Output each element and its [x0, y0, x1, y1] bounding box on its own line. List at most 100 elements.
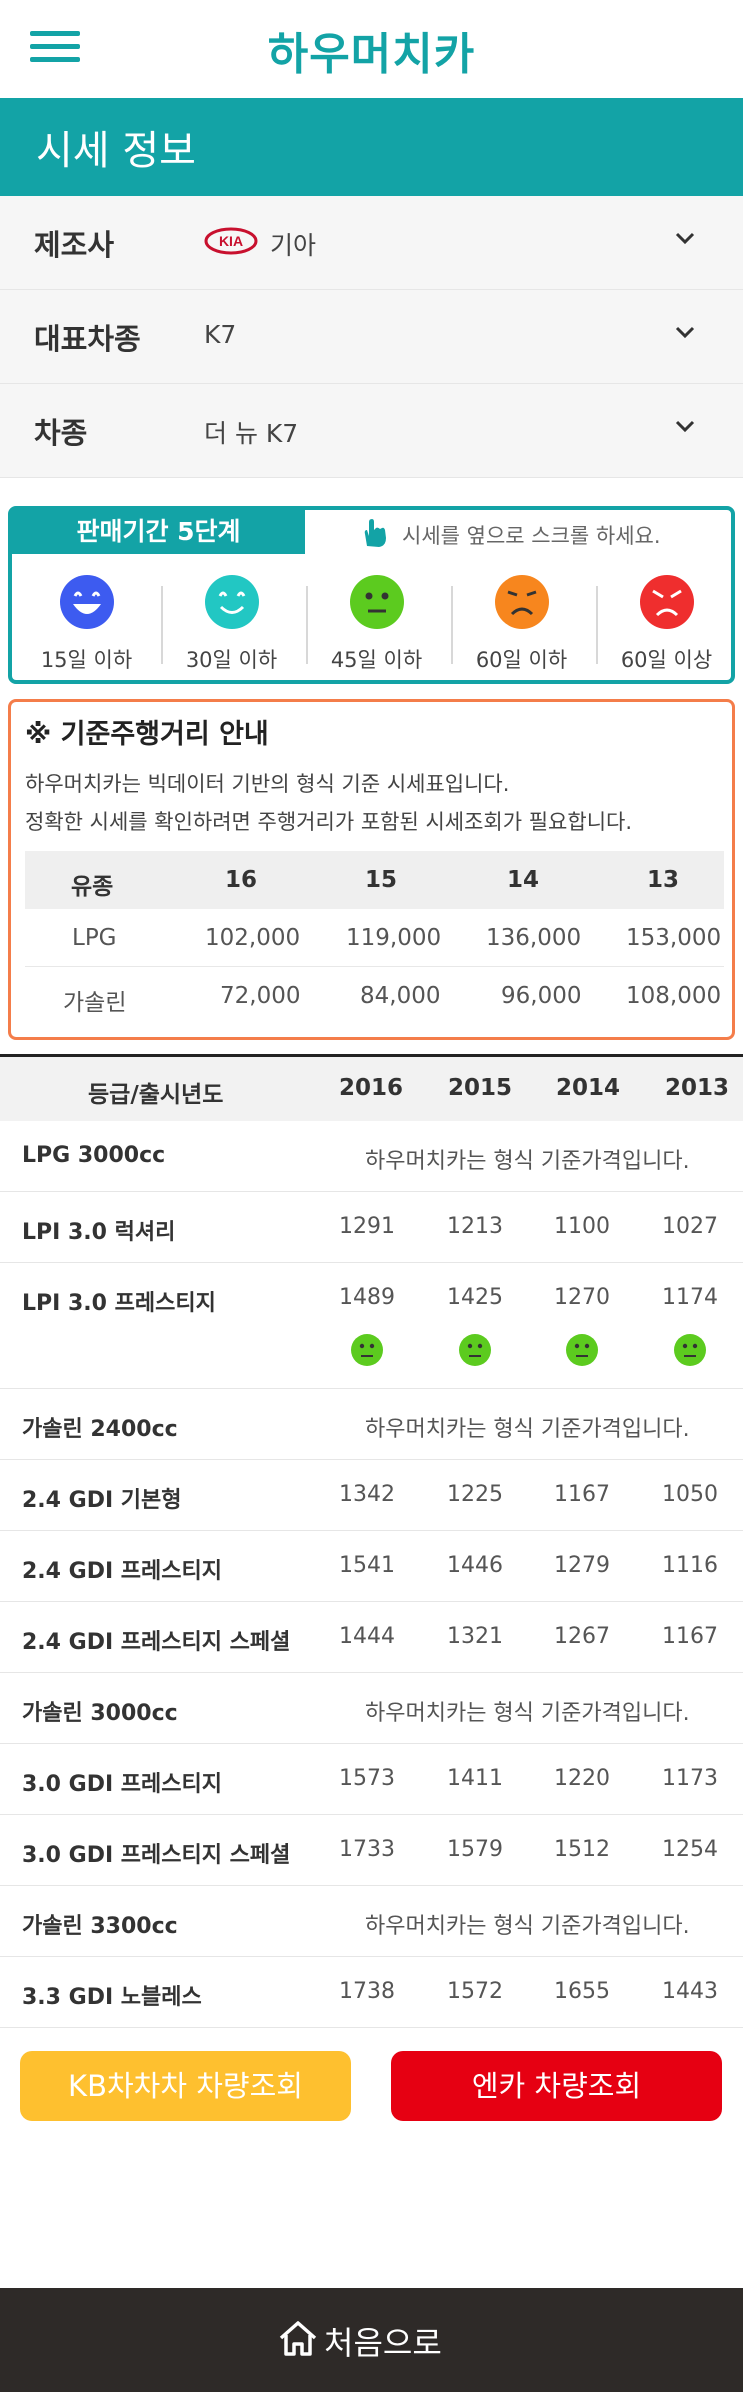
- column-header: 15: [365, 867, 398, 893]
- divider: [0, 1054, 743, 1057]
- divider: [161, 586, 163, 664]
- page-title-bar: 시세 정보: [0, 98, 743, 196]
- table-row[interactable]: 2.4 GDI 기본형 1342 1225 1167 1050: [0, 1460, 743, 1531]
- neutral-face-icon: [566, 1334, 598, 1366]
- chevron-down-icon: [675, 232, 695, 245]
- go-home-bar[interactable]: 처음으로: [0, 2288, 743, 2392]
- column-header: 2015: [448, 1075, 513, 1101]
- price-cell: 1733: [339, 1837, 395, 1862]
- encar-lookup-button[interactable]: 엔카 차량조회: [391, 2051, 722, 2121]
- chevron-down-icon: [675, 420, 695, 433]
- table-row[interactable]: 3.0 GDI 프레스티지 1573 1411 1220 1173: [0, 1744, 743, 1815]
- table-row[interactable]: 2.4 GDI 프레스티지 스페셜 1444 1321 1267 1167: [0, 1602, 743, 1673]
- group-note: 하우머치카는 형식 기준가격입니다.: [365, 1149, 690, 1174]
- mileage-desc-1: 하우머치카는 빅데이터 기반의 형식 기준 시세표입니다.: [25, 772, 510, 796]
- grade-name: 2.4 GDI 기본형: [22, 1488, 182, 1513]
- hamburger-menu-icon[interactable]: [30, 29, 80, 65]
- page-title: 시세 정보: [36, 128, 196, 174]
- price-cell: 1225: [447, 1482, 503, 1507]
- table-row[interactable]: 3.0 GDI 프레스티지 스페셜 1733 1579 1512 1254: [0, 1815, 743, 1886]
- group-note: 하우머치카는 형식 기준가격입니다.: [365, 1701, 690, 1726]
- mileage-title: ※ 기준주행거리 안내: [25, 719, 269, 750]
- period-level-4: 60일 이하: [449, 574, 594, 674]
- divider: [596, 586, 598, 664]
- chevron-down-icon: [675, 326, 695, 339]
- mileage-table-header: 유종 16 15 14 13: [25, 851, 724, 909]
- column-header: 2014: [556, 1075, 621, 1101]
- price-cell: 1167: [662, 1624, 718, 1649]
- price-cell: 1321: [447, 1624, 503, 1649]
- price-cell: 1254: [662, 1837, 718, 1862]
- kb-chachacha-lookup-button[interactable]: KB차차차 차량조회: [20, 2051, 351, 2121]
- period-level-label: 60일 이하: [475, 648, 568, 672]
- group-note: 하우머치카는 형식 기준가격입니다.: [365, 1417, 690, 1442]
- table-row: LPG 102,000 119,000 136,000 153,000: [25, 909, 724, 967]
- model-label: 대표차종: [34, 322, 141, 356]
- price-cell: 1579: [447, 1837, 503, 1862]
- table-row: 가솔린 3000cc 하우머치카는 형식 기준가격입니다.: [0, 1673, 743, 1744]
- table-row: LPG 3000cc 하우머치카는 형식 기준가격입니다.: [0, 1121, 743, 1192]
- grade-name: 가솔린 3000cc: [22, 1701, 178, 1726]
- manufacturer-select[interactable]: 제조사 KIA 기아: [0, 196, 743, 290]
- table-row: 가솔린 2400cc 하우머치카는 형식 기준가격입니다.: [0, 1389, 743, 1460]
- price-cell: 1573: [339, 1766, 395, 1791]
- price-cell: 1270: [554, 1285, 610, 1310]
- site-logo[interactable]: 하우머치카: [267, 29, 476, 80]
- table-row: 가솔린 72,000 84,000 96,000 108,000: [25, 967, 724, 1025]
- model-value: K7: [204, 320, 237, 349]
- table-row: 가솔린 3300cc 하우머치카는 형식 기준가격입니다.: [0, 1886, 743, 1957]
- sad-face-icon: [494, 575, 549, 629]
- column-header: 16: [225, 867, 258, 893]
- price-cell: 1220: [554, 1766, 610, 1791]
- price-cell: 1173: [662, 1766, 718, 1791]
- table-row[interactable]: 2.4 GDI 프레스티지 1541 1446 1279 1116: [0, 1531, 743, 1602]
- grade-name: 가솔린 2400cc: [22, 1417, 178, 1442]
- column-header: 13: [647, 867, 680, 893]
- grade-name: 2.4 GDI 프레스티지: [22, 1559, 222, 1584]
- price-table-header: 등급/출시년도 2016 2015 2014 2013: [0, 1057, 743, 1121]
- trim-model-value: 더 뉴 K7: [204, 419, 299, 448]
- trim-model-select[interactable]: 차종 더 뉴 K7: [0, 384, 743, 478]
- neutral-face-icon: [351, 1334, 383, 1366]
- period-level-label: 15일 이하: [40, 648, 133, 672]
- price-cell: 1100: [554, 1214, 610, 1239]
- sales-period-tab: 판매기간 5단계: [12, 510, 305, 554]
- period-level-label: 45일 이하: [330, 648, 423, 672]
- neutral-face-icon: [459, 1334, 491, 1366]
- table-cell: 136,000: [486, 925, 582, 951]
- table-cell: 119,000: [346, 925, 442, 951]
- price-cell: 1572: [447, 1979, 503, 2004]
- table-row[interactable]: LPI 3.0 프레스티지 1489 1425 1270 1174: [0, 1263, 743, 1389]
- mileage-info-box: ※ 기준주행거리 안내 하우머치카는 빅데이터 기반의 형식 기준 시세표입니다…: [8, 699, 735, 1040]
- table-cell: 96,000: [501, 983, 582, 1009]
- price-cell: 1489: [339, 1285, 395, 1310]
- price-cell: 1167: [554, 1482, 610, 1507]
- price-cell: 1116: [662, 1553, 718, 1578]
- sales-period-legend: 판매기간 5단계 시세를 옆으로 스크롤 하세요. 15일 이하 30일 이하 …: [8, 506, 735, 684]
- neutral-face-icon: [349, 575, 404, 629]
- kia-logo-icon: KIA: [204, 227, 258, 255]
- column-header: 14: [507, 867, 540, 893]
- mileage-table: 유종 16 15 14 13 LPG 102,000 119,000 136,0…: [25, 851, 724, 1025]
- table-row[interactable]: LPI 3.0 럭셔리 1291 1213 1100 1027: [0, 1192, 743, 1263]
- table-cell: 84,000: [360, 983, 441, 1009]
- model-select[interactable]: 대표차종 K7: [0, 290, 743, 384]
- app-header: 하우머치카: [0, 0, 743, 98]
- price-cell: 1443: [662, 1979, 718, 2004]
- column-header: 등급/출시년도: [88, 1082, 224, 1108]
- kia-logo-text: KIA: [219, 233, 243, 249]
- swipe-hand-icon: [364, 519, 386, 547]
- table-cell: 72,000: [220, 983, 301, 1009]
- home-icon: [279, 2321, 317, 2356]
- period-level-2: 30일 이하: [159, 574, 304, 674]
- period-level-label: 60일 이상: [620, 648, 713, 672]
- column-header: 유종: [71, 874, 114, 900]
- price-cell: 1446: [447, 1553, 503, 1578]
- table-cell: 102,000: [205, 925, 301, 951]
- price-cell: 1425: [447, 1285, 503, 1310]
- table-row[interactable]: 3.3 GDI 노블레스 1738 1572 1655 1443: [0, 1957, 743, 2028]
- period-level-5: 60일 이상: [594, 574, 739, 674]
- grade-name: LPG 3000cc: [22, 1143, 166, 1168]
- price-cell: 1738: [339, 1979, 395, 2004]
- table-cell: 108,000: [626, 983, 722, 1009]
